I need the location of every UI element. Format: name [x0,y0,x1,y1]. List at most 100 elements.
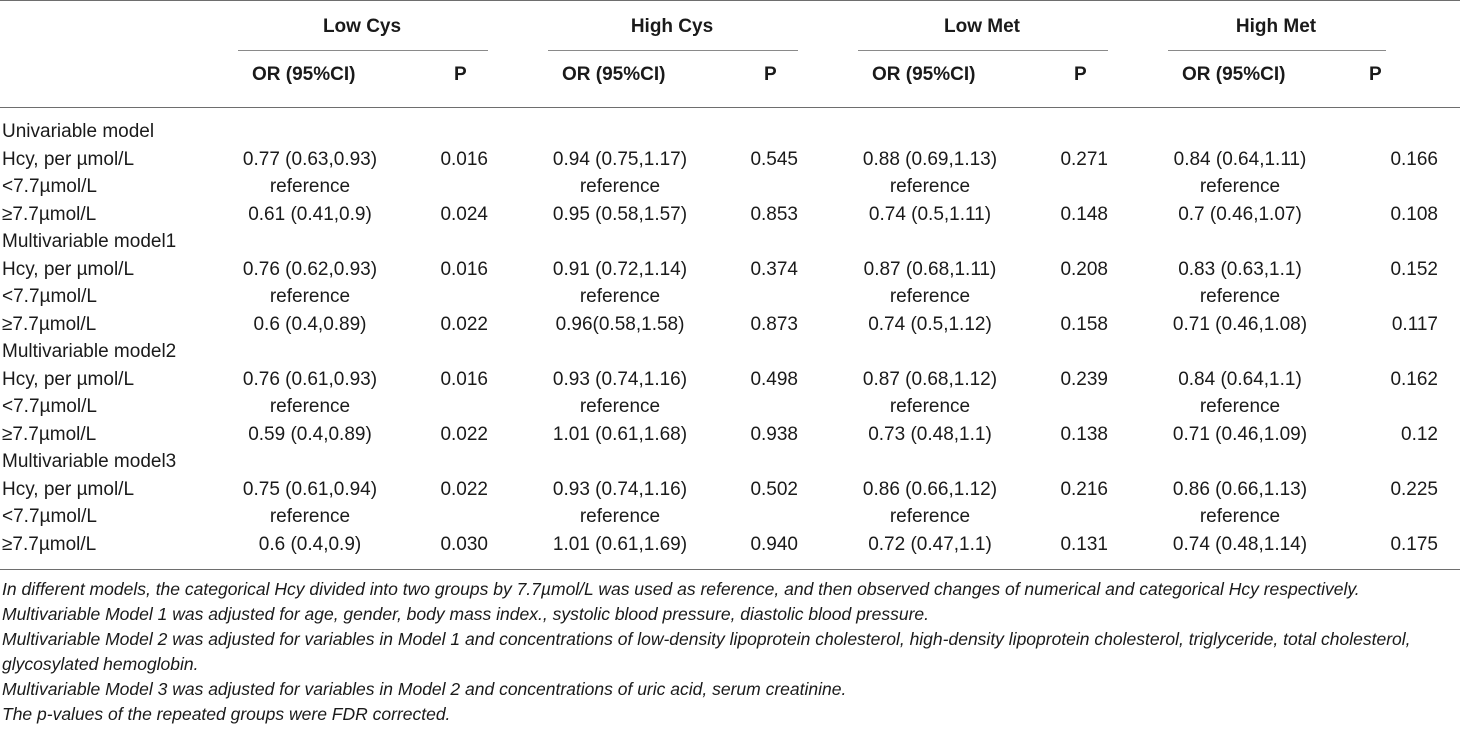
subheader-or: OR (95%CI) [1182,64,1286,85]
group-underline [238,50,488,51]
subheader-or: OR (95%CI) [252,64,356,85]
subheader-or: OR (95%CI) [872,64,976,85]
or-value: 0.83 (0.63,1.1) [1178,258,1302,280]
p-value: 0.216 [1060,478,1108,500]
footnote-line: In different models, the categorical Hcy… [2,579,1360,599]
or-value: 0.74 (0.5,1.12) [868,313,992,335]
model-section-label: Univariable model [2,121,155,142]
or-value: 0.75 (0.61,0.94) [242,478,378,500]
p-value: 0.208 [1060,258,1108,280]
or-value: reference [269,506,351,527]
row-label: ≥7.7µmol/L [2,423,97,445]
p-value: 0.873 [750,313,798,335]
row-label: ≥7.7µmol/L [2,533,97,555]
p-value: 0.239 [1060,368,1108,390]
footnote-line: Multivariable Model 3 was adjusted for v… [2,679,847,699]
or-value: reference [889,396,971,417]
footnote-line: glycosylated hemoglobin. [2,654,199,674]
or-value: 0.88 (0.69,1.13) [862,148,998,170]
or-value: 0.72 (0.47,1.1) [868,533,992,555]
row-label: <7.7µmol/L [2,506,97,527]
or-value: 0.71 (0.46,1.09) [1172,423,1308,445]
or-value: reference [1199,286,1281,307]
row-label: <7.7µmol/L [2,286,97,307]
p-value: 0.498 [750,368,798,390]
p-value: 0.545 [750,148,798,170]
row-label: Hcy, per µmol/L [2,478,135,500]
or-value: 0.71 (0.46,1.08) [1172,313,1308,335]
row-label: ≥7.7µmol/L [2,313,97,335]
or-value: reference [1199,506,1281,527]
or-value: reference [889,286,971,307]
subheader-p: P [764,64,777,85]
or-value: 0.59 (0.4,0.89) [248,423,372,445]
group-header-high-cys: High Cys [630,16,714,37]
p-value: 0.374 [750,258,798,280]
p-value: 0.225 [1390,478,1438,500]
p-value: 0.022 [440,478,488,500]
p-value: 0.024 [440,203,488,225]
subheader-p: P [1074,64,1087,85]
or-value: 0.6 (0.4,0.9) [258,533,362,555]
model-section-label: Multivariable model3 [2,451,177,472]
footnote-line: The p-values of the repeated groups were… [2,704,451,724]
group-underline [548,50,798,51]
p-value: 0.271 [1060,148,1108,170]
or-value: 0.86 (0.66,1.13) [1172,478,1308,500]
group-header-low-cys: Low Cys [322,16,402,37]
subheader-p: P [1369,64,1382,85]
row-label: Hcy, per µmol/L [2,368,135,390]
model-section-label: Multivariable model1 [2,231,177,252]
row-label: ≥7.7µmol/L [2,203,97,225]
or-value: 0.96(0.58,1.58) [555,313,685,335]
p-value: 0.131 [1060,533,1108,555]
p-value: 0.108 [1390,203,1438,225]
or-value: 1.01 (0.61,1.68) [552,423,688,445]
p-value: 0.016 [440,148,488,170]
or-value: 0.76 (0.62,0.93) [242,258,378,280]
or-value: 0.61 (0.41,0.9) [248,203,372,225]
or-value: 0.87 (0.68,1.11) [863,258,997,280]
p-value: 0.152 [1390,258,1438,280]
or-value: 0.87 (0.68,1.12) [862,368,998,390]
or-value: 0.6 (0.4,0.89) [253,313,367,335]
p-value: 0.502 [750,478,798,500]
or-value: 0.95 (0.58,1.57) [552,203,688,225]
row-label: <7.7µmol/L [2,396,97,417]
group-header-low-met: Low Met [944,16,1020,37]
model-section-label: Multivariable model2 [2,341,177,362]
header-rule [0,107,1460,108]
or-value: reference [579,506,661,527]
group-header-high-met: High Met [1235,16,1317,37]
or-value: 0.74 (0.5,1.11) [868,203,992,225]
or-value: reference [1199,396,1281,417]
group-underline [1168,50,1386,51]
or-value: 0.91 (0.72,1.14) [552,258,688,280]
or-value: 0.86 (0.66,1.12) [862,478,998,500]
or-value: reference [269,396,351,417]
or-value: reference [889,176,971,197]
p-value: 0.938 [750,423,798,445]
p-value: 0.148 [1060,203,1108,225]
or-value: 0.7 (0.46,1.07) [1178,203,1302,225]
p-value: 0.175 [1390,533,1438,555]
row-label: Hcy, per µmol/L [2,258,135,280]
p-value: 0.940 [750,533,798,555]
p-value: 0.12 [1401,423,1438,445]
footnote-line: Multivariable Model 2 was adjusted for v… [2,629,1411,649]
p-value: 0.162 [1390,368,1438,390]
or-value: 0.94 (0.75,1.17) [552,148,688,170]
or-value: reference [269,176,351,197]
subheader-or: OR (95%CI) [562,64,666,85]
or-value: 0.84 (0.64,1.1) [1178,368,1302,390]
subheader-p: P [454,64,467,85]
or-value: 0.93 (0.74,1.16) [552,368,688,390]
or-value: 0.93 (0.74,1.16) [552,478,688,500]
footnote-line: Multivariable Model 1 was adjusted for a… [2,604,930,624]
p-value: 0.158 [1060,313,1108,335]
or-value: 0.77 (0.63,0.93) [242,148,378,170]
or-value: 0.73 (0.48,1.1) [868,423,992,445]
bottom-rule [0,569,1460,570]
p-value: 0.138 [1060,423,1108,445]
group-underline [858,50,1108,51]
